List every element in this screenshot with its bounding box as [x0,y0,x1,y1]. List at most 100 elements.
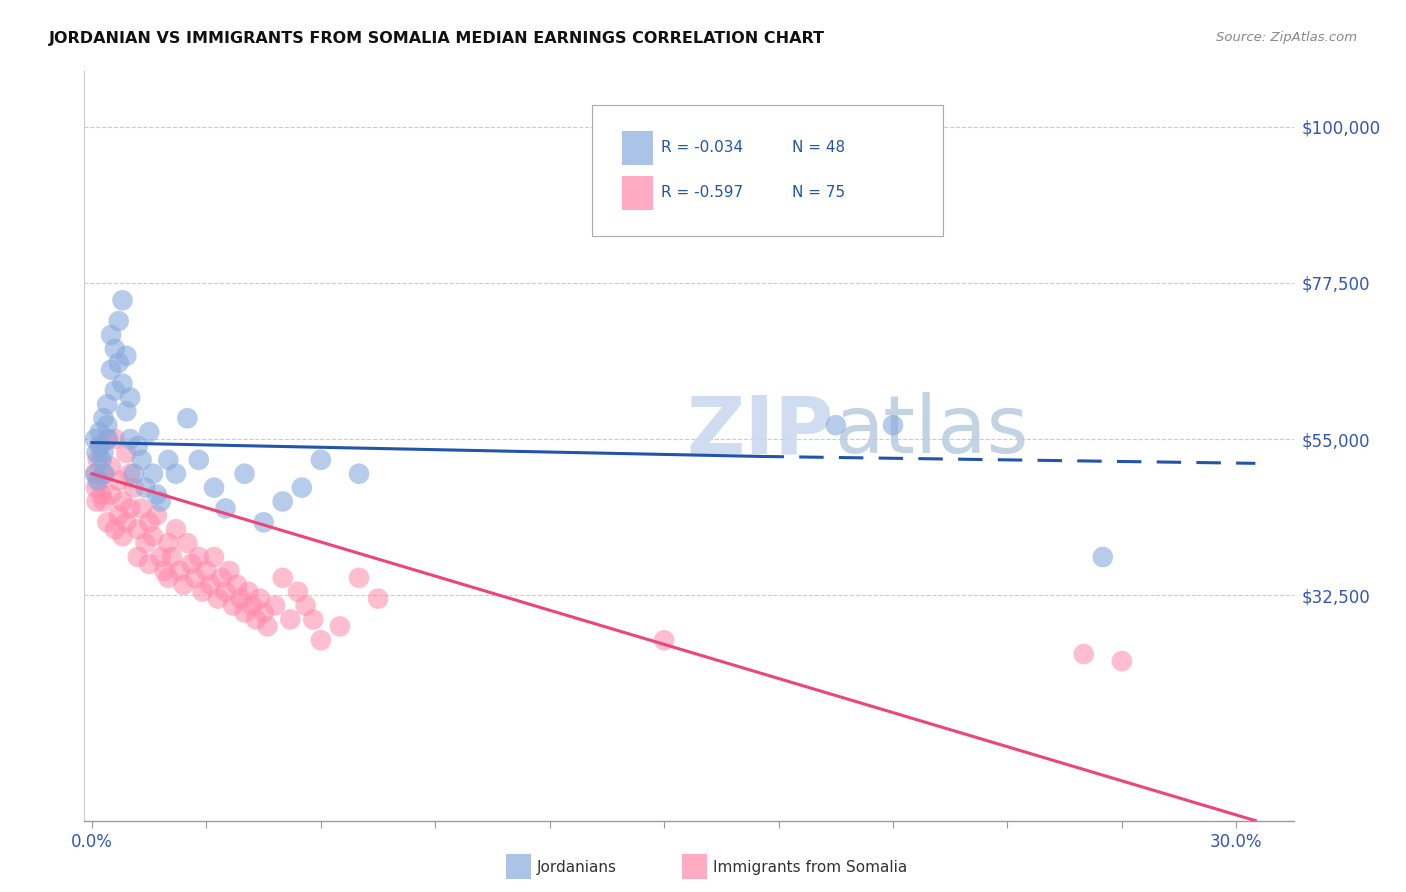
Text: N = 48: N = 48 [792,140,845,155]
Point [202,549,225,564]
Point [238,584,260,599]
Point [271,571,294,585]
Text: Immigrants from Somalia: Immigrants from Somalia [713,860,907,874]
Point [84,467,107,481]
Point [93,411,115,425]
Point [93,467,115,481]
Point [84,432,107,446]
Point [157,536,180,550]
Point [367,591,389,606]
FancyBboxPatch shape [592,105,943,236]
Point [134,481,156,495]
Point [120,391,142,405]
Point [111,376,134,391]
Point [120,501,142,516]
Point [96,432,118,446]
Point [89,474,111,488]
Text: JORDANIAN VS IMMIGRANTS FROM SOMALIA MEDIAN EARNINGS CORRELATION CHART: JORDANIAN VS IMMIGRANTS FROM SOMALIA MED… [49,31,825,46]
Point [157,453,180,467]
Point [127,549,149,564]
Point [89,439,111,453]
Point [214,501,236,516]
Point [652,633,675,648]
Text: atlas: atlas [834,392,1028,470]
Point [104,522,127,536]
Point [115,404,138,418]
Point [245,612,267,626]
Point [214,584,236,599]
Point [104,384,127,398]
Point [142,467,165,481]
Point [89,425,111,439]
Point [233,467,256,481]
Point [165,467,187,481]
Point [249,591,271,606]
Point [115,516,138,530]
Point [149,549,172,564]
Point [1073,647,1095,661]
Point [218,564,240,578]
Point [131,453,153,467]
Text: N = 75: N = 75 [792,186,845,200]
Point [824,418,846,433]
Point [84,467,107,481]
Point [89,439,111,453]
Bar [623,177,652,210]
Point [157,571,180,585]
Point [347,571,370,585]
Point [120,467,142,481]
Point [100,487,122,501]
Point [309,633,332,648]
Point [264,599,287,613]
Point [176,411,198,425]
Point [187,453,209,467]
Point [93,494,115,508]
Point [309,453,332,467]
Point [138,425,160,439]
Point [240,599,263,613]
Point [287,584,309,599]
Point [127,522,149,536]
Bar [623,131,652,165]
Point [229,591,252,606]
Point [115,446,138,460]
Point [104,342,127,356]
Point [111,494,134,508]
Point [142,529,165,543]
Point [271,494,294,508]
Point [104,432,127,446]
Point [127,439,149,453]
Text: ZIP: ZIP [686,392,834,470]
Point [176,536,198,550]
Point [165,522,187,536]
Point [169,564,191,578]
Point [93,446,115,460]
Point [134,536,156,550]
Point [202,481,225,495]
Point [90,487,112,501]
Point [184,571,207,585]
Point [131,501,153,516]
Point [294,599,316,613]
Point [111,293,134,308]
Point [180,557,202,571]
Point [146,487,169,501]
Point [138,516,160,530]
Point [96,516,118,530]
Point [278,612,301,626]
Point [115,349,138,363]
Point [120,432,142,446]
Point [111,529,134,543]
Point [149,494,172,508]
Point [86,474,108,488]
Point [256,619,278,633]
Point [93,467,115,481]
Point [97,432,120,446]
Point [253,516,276,530]
Point [302,612,325,626]
Point [211,571,233,585]
Point [347,467,370,481]
Point [233,606,256,620]
Point [146,508,169,523]
Point [100,362,122,376]
